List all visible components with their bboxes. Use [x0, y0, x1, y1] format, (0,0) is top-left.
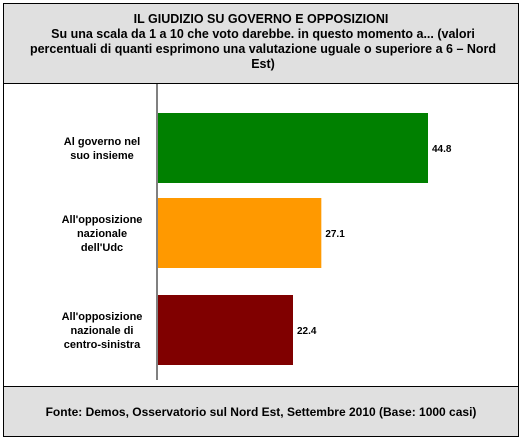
- chart-header: IL GIUDIZIO SU GOVERNO E OPPOSIZIONI Su …: [4, 4, 518, 84]
- value-label-1: 27.1: [325, 229, 345, 240]
- chart-footer: Fonte: Demos, Osservatorio sul Nord Est,…: [4, 386, 518, 436]
- category-label-1: All'opposizione nazionale dell'Udc: [62, 214, 143, 254]
- bar-0: [158, 113, 428, 183]
- bar-1: [158, 198, 322, 268]
- bar-2: [158, 295, 293, 365]
- chart-frame: IL GIUDIZIO SU GOVERNO E OPPOSIZIONI Su …: [3, 3, 519, 437]
- value-label-2: 22.4: [297, 326, 317, 337]
- source-note: Fonte: Demos, Osservatorio sul Nord Est,…: [45, 404, 477, 419]
- value-label-0: 44.8: [432, 144, 452, 155]
- chart-subtitle: Su una scala da 1 a 10 che voto darebbe.…: [29, 27, 497, 71]
- chart-title: IL GIUDIZIO SU GOVERNO E OPPOSIZIONI: [133, 12, 389, 26]
- category-label-0: Al governo nel suo insieme: [64, 136, 140, 162]
- category-label-2: All'opposizione nazionale di centro-sinist…: [62, 311, 143, 351]
